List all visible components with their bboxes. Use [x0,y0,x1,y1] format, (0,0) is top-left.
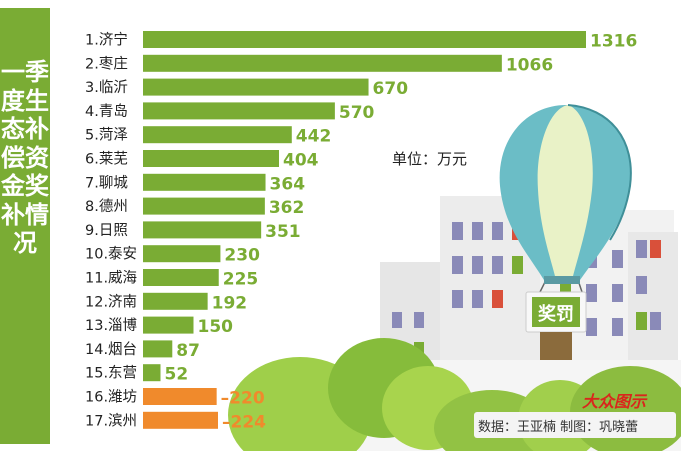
chart-title: 一季度生态补偿资金奖补情况 [1,58,49,257]
value-label: 230 [224,246,260,266]
bar [143,411,218,429]
bar [143,221,262,239]
badge-text: 奖罚 [538,303,574,325]
value-label: 150 [197,317,233,337]
value-label: 351 [265,222,301,242]
value-label: 225 [223,270,259,290]
bar [143,31,586,48]
balloon-illustration [499,104,632,362]
source-strip [474,412,676,438]
bar [143,340,173,358]
bar [143,54,502,72]
category-label: 17.滨州 [85,412,137,429]
value-label: 1316 [590,32,637,52]
category-label: 6.莱芜 [85,151,128,168]
bar [143,150,279,167]
value-label: –220 [221,389,265,409]
title-strip [0,8,50,444]
bar [143,245,221,263]
category-label: 9.日照 [85,223,128,239]
category-label: 2.枣庄 [85,54,128,72]
bar [143,173,266,191]
category-label: 16.潍坊 [85,389,137,406]
source-note: 数据：王亚楠 制图：巩晓蕾 [478,420,639,435]
bar [143,388,217,405]
category-label: 10.泰安 [85,246,137,263]
bar [143,364,161,382]
category-label: 1.济宁 [85,32,128,49]
category-label: 8.德州 [85,198,128,215]
value-label: 192 [212,293,248,313]
category-label: 7.聊城 [85,174,128,191]
category-label: 3.临沂 [85,79,128,96]
bar [143,126,292,144]
category-label: 15.东营 [85,365,137,382]
bar [143,102,335,120]
bar [143,197,265,215]
bar [143,316,194,334]
value-label: 404 [283,151,319,171]
value-label: –224 [222,412,266,432]
brand-logo: 大众图示 [582,392,647,411]
bar [143,78,369,96]
category-label: 12.济南 [85,293,137,310]
category-label: 11.威海 [85,270,137,287]
category-label: 4.青岛 [85,103,128,120]
value-label: 364 [270,174,306,194]
category-label: 13.淄博 [85,317,137,334]
value-label: 1066 [506,55,553,75]
value-label: 362 [269,198,305,218]
unit-label: 单位：万元 [392,150,468,168]
category-label: 14.烟台 [85,341,137,358]
bar [143,269,219,286]
bar [143,292,208,310]
value-label: 52 [165,365,189,385]
value-label: 670 [373,79,409,99]
value-label: 442 [296,127,332,147]
value-label: 87 [176,341,200,361]
category-label: 5.菏泽 [85,127,128,144]
value-label: 570 [339,103,375,123]
